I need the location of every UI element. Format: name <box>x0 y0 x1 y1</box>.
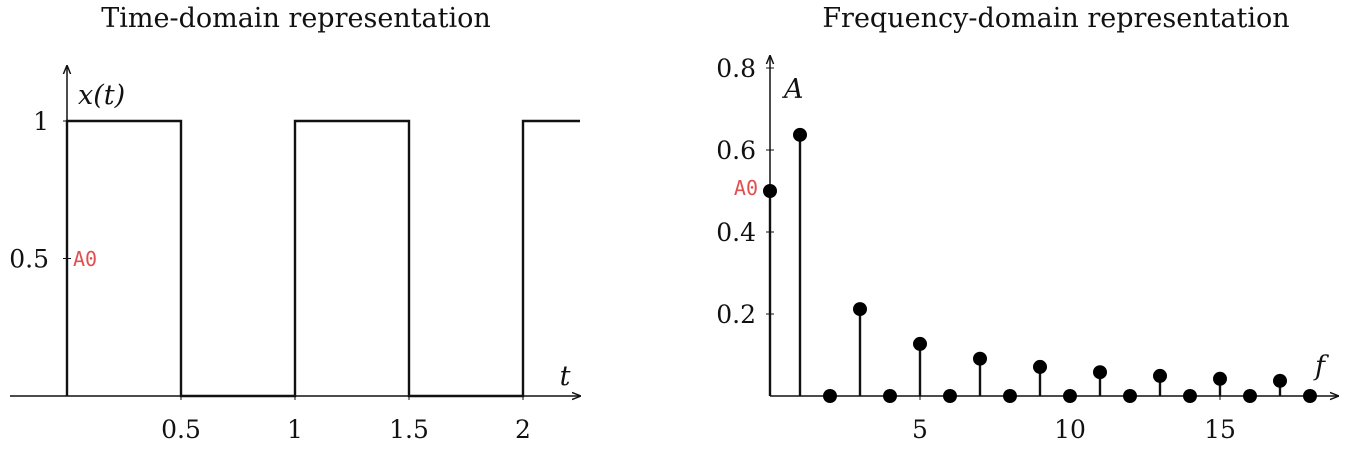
freq-x-axis-label: f <box>1313 351 1329 382</box>
stem-marker <box>823 389 837 403</box>
freq-x-tick-label: 15 <box>1204 415 1236 444</box>
time-x-tick-label: 1 <box>287 415 303 444</box>
stem-marker <box>1303 389 1317 403</box>
time-x-tick-label: 0.5 <box>161 415 201 444</box>
freq-y-tick-label: 0.6 <box>716 136 756 165</box>
freq-y-ticks: 0.2 0.4 0.6 0.8 <box>716 54 774 329</box>
time-y-axis-label: x(t) <box>78 80 125 111</box>
time-x-tick-label: 2 <box>515 415 531 444</box>
freq-y-axis-label: A <box>781 74 804 105</box>
square-wave-line <box>65 119 580 398</box>
time-x-tick-label: 1.5 <box>389 415 429 444</box>
time-a0-annotation: A0 <box>73 247 97 271</box>
time-y-ticks: 0.51 <box>9 107 71 274</box>
stem-marker <box>1033 359 1047 374</box>
freq-y-tick-label: 0.4 <box>716 218 756 247</box>
time-x-axis-label: t <box>560 361 571 392</box>
time-domain-chart: Time-domain representation x(t) t 0.5 1 1.… <box>9 3 580 444</box>
time-series <box>65 119 580 398</box>
stem-marker <box>883 389 897 403</box>
time-y-tick-label: 0.5 <box>9 245 49 274</box>
stem-marker <box>1273 373 1287 388</box>
stem-marker <box>1183 389 1197 403</box>
stem-marker <box>1243 389 1257 403</box>
stem-marker <box>943 389 957 403</box>
stem-marker <box>763 184 777 198</box>
stem-marker <box>1213 371 1227 386</box>
stem-marker <box>1003 389 1017 403</box>
stem-marker <box>1153 368 1167 383</box>
stem-marker <box>793 127 807 142</box>
freq-x-tick-label: 5 <box>912 415 928 444</box>
stem-marker <box>853 302 867 317</box>
stem-marker <box>973 351 987 366</box>
frequency-domain-chart: Frequency-domain representation A f 5 10 1… <box>716 3 1338 444</box>
time-x-ticks: 0.5 1 1.5 2 <box>161 392 531 444</box>
freq-x-ticks: 5 10 15 <box>912 392 1236 444</box>
freq-y-tick-label: 0.2 <box>716 300 756 329</box>
time-chart-title: Time-domain representation <box>101 3 491 34</box>
freq-stems <box>763 127 1317 403</box>
stem-marker <box>1123 389 1137 403</box>
freq-y-tick-label: 0.8 <box>716 54 756 83</box>
freq-x-tick-label: 10 <box>1054 415 1086 444</box>
freq-a0-annotation: A0 <box>734 176 758 200</box>
freq-chart-title: Frequency-domain representation <box>822 3 1289 34</box>
stem-marker <box>1063 389 1077 403</box>
stem-marker <box>1093 365 1107 380</box>
stem-marker <box>913 336 927 351</box>
time-y-tick-label: 1 <box>33 107 49 136</box>
